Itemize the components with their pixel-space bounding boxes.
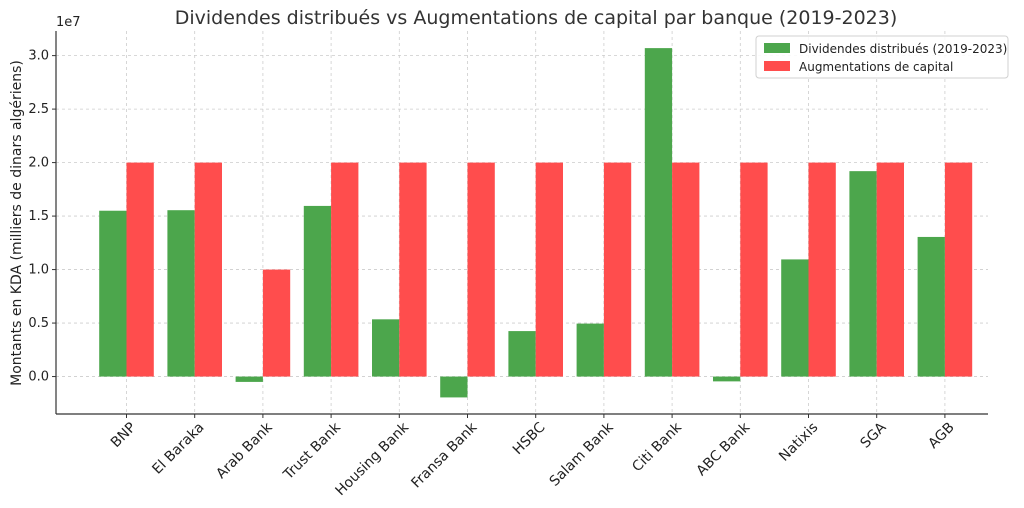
x-tick-label: Fransa Bank — [408, 419, 481, 492]
chart-title: Dividendes distribués vs Augmentations d… — [175, 7, 898, 29]
axes — [55, 31, 988, 415]
dividend-bar — [576, 323, 604, 377]
capital-increase-bar — [262, 269, 291, 377]
dividend-bar — [713, 376, 741, 382]
dividend-bar — [167, 210, 195, 377]
dividend-bar — [644, 48, 673, 377]
x-tick-label: Salam Bank — [547, 419, 618, 490]
x-tick-label: HSBC — [510, 419, 549, 458]
dividend-bar — [781, 259, 809, 377]
legend: Dividendes distribués (2019-2023) Augment… — [755, 35, 1009, 79]
dividend-bar — [303, 205, 332, 377]
bars — [99, 48, 973, 398]
dividend-bar — [440, 376, 468, 398]
x-tick-label: Citi Bank — [629, 419, 685, 475]
legend-swatch-dividends — [764, 43, 790, 53]
x-tick-label: El Baraka — [149, 420, 207, 478]
x-tick-label: BNP — [108, 420, 139, 451]
x-tick-label: ABC Bank — [693, 419, 753, 479]
y-tick-label: 3.0 — [28, 49, 49, 64]
y-tick-label: 1.0 — [28, 263, 49, 278]
legend-label-dividends: Dividendes distribués (2019-2023) — [799, 42, 1007, 56]
capital-increase-bar — [535, 162, 563, 377]
legend-swatch-capital — [764, 61, 790, 71]
dividend-bar — [99, 210, 127, 377]
capital-increase-bar — [944, 162, 973, 377]
x-tick-label: Trust Bank — [280, 419, 345, 484]
x-tick-label: Arab Bank — [213, 419, 276, 482]
capital-increase-bar — [672, 162, 700, 377]
legend-label-capital: Augmentations de capital — [799, 60, 953, 74]
legend-box — [755, 35, 1009, 79]
x-tick-label: AGB — [925, 420, 957, 452]
capital-increase-bar — [194, 162, 222, 377]
y-tick-label: 0.5 — [28, 316, 49, 331]
y-offset-label: 1e7 — [56, 15, 81, 30]
x-tick-label: Housing Bank — [333, 419, 413, 499]
capital-increase-bar — [876, 162, 904, 377]
dividend-bar — [917, 236, 945, 377]
dividend-bar — [508, 331, 536, 377]
capital-increase-bar — [126, 162, 154, 377]
capital-increase-bar — [808, 162, 836, 377]
y-tick-label: 2.0 — [28, 156, 49, 171]
y-axis-label: Montants en KDA (milliers de dinars algé… — [9, 60, 25, 386]
capital-increase-bar — [467, 162, 495, 377]
x-tick-label: Natixis — [776, 420, 821, 465]
capital-increase-bar — [331, 162, 359, 377]
capital-increase-bar — [399, 162, 427, 377]
x-tick-label: SGA — [857, 419, 889, 451]
y-tick-label: 0.0 — [28, 370, 49, 385]
y-tick-label: 2.5 — [28, 102, 49, 117]
capital-increase-bar — [603, 162, 632, 377]
y-tick-label: 1.5 — [28, 209, 49, 224]
dividend-bar — [849, 171, 877, 377]
dividend-bar — [372, 319, 400, 377]
capital-increase-bar — [740, 162, 768, 377]
dividend-bar — [235, 376, 263, 382]
